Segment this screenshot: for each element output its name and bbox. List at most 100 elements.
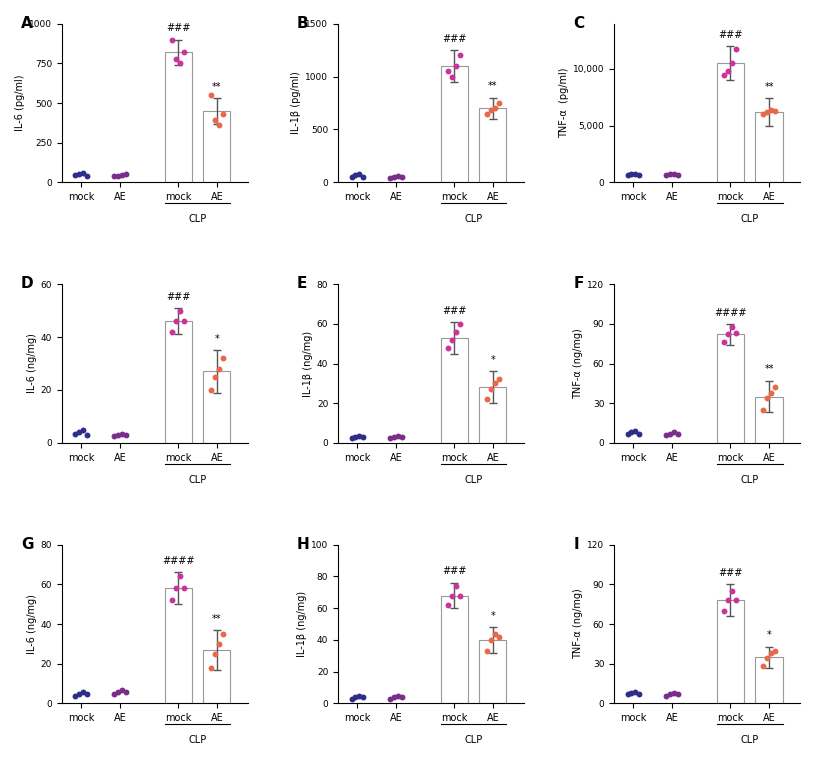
- Text: CLP: CLP: [465, 214, 482, 224]
- Text: CLP: CLP: [741, 214, 759, 224]
- Point: [73, 168, 86, 180]
- Point: [625, 427, 638, 439]
- Bar: [479, 640, 506, 703]
- Bar: [441, 595, 468, 703]
- Point: [442, 342, 455, 354]
- Point: [484, 105, 497, 117]
- Y-axis label: IL-1β (pg/ml): IL-1β (pg/ml): [291, 72, 301, 134]
- Point: [663, 688, 676, 700]
- Point: [672, 688, 685, 700]
- Point: [81, 687, 94, 700]
- Text: ###: ###: [442, 305, 466, 316]
- Point: [629, 168, 642, 180]
- Point: [395, 431, 408, 443]
- Bar: [165, 588, 192, 703]
- Point: [667, 427, 681, 439]
- Text: ###: ###: [718, 568, 742, 578]
- Bar: [165, 52, 192, 182]
- Point: [488, 377, 501, 389]
- Point: [718, 69, 731, 81]
- Point: [391, 690, 404, 702]
- Point: [663, 427, 676, 439]
- Point: [484, 634, 497, 646]
- Point: [660, 169, 673, 182]
- Point: [484, 383, 497, 395]
- Point: [667, 687, 681, 699]
- Y-axis label: IL-1β (ng/mg): IL-1β (ng/mg): [297, 591, 306, 657]
- Point: [395, 170, 408, 182]
- Text: C: C: [573, 16, 584, 31]
- Bar: [756, 112, 782, 182]
- Y-axis label: IL-6 (pg/ml): IL-6 (pg/ml): [15, 75, 25, 131]
- Point: [384, 172, 397, 184]
- Text: ####: ####: [714, 307, 747, 317]
- Point: [725, 320, 738, 333]
- Point: [667, 168, 681, 180]
- Point: [209, 371, 222, 383]
- Text: CLP: CLP: [465, 475, 482, 485]
- Point: [357, 431, 370, 443]
- Point: [170, 582, 183, 594]
- Text: H: H: [297, 537, 310, 552]
- Point: [205, 662, 218, 674]
- Point: [119, 169, 132, 181]
- Text: CLP: CLP: [188, 475, 207, 485]
- Y-axis label: TNF-α (ng/mg): TNF-α (ng/mg): [573, 589, 583, 659]
- Point: [108, 170, 121, 182]
- Bar: [756, 397, 782, 443]
- Point: [481, 108, 494, 120]
- Point: [492, 97, 505, 109]
- Point: [769, 645, 782, 657]
- Text: ####: ####: [162, 556, 194, 566]
- Point: [112, 429, 125, 441]
- Point: [69, 690, 82, 702]
- Bar: [756, 657, 782, 703]
- Text: *: *: [214, 334, 219, 344]
- Point: [384, 432, 397, 444]
- Point: [492, 373, 505, 385]
- Point: [660, 429, 673, 441]
- Point: [446, 333, 459, 346]
- Point: [209, 114, 222, 127]
- Point: [764, 104, 778, 116]
- Text: ###: ###: [718, 30, 742, 40]
- Point: [357, 691, 370, 703]
- Point: [729, 43, 742, 55]
- Point: [116, 169, 129, 181]
- Point: [632, 427, 645, 439]
- Point: [77, 423, 90, 436]
- Point: [216, 628, 229, 640]
- Bar: [716, 600, 744, 703]
- Y-axis label: TNF-α  (pg/ml): TNF-α (pg/ml): [558, 68, 569, 138]
- Point: [764, 647, 778, 659]
- Text: F: F: [573, 276, 584, 291]
- Text: A: A: [21, 16, 33, 31]
- Text: ###: ###: [442, 566, 466, 577]
- Point: [73, 427, 86, 439]
- Point: [660, 690, 673, 702]
- Point: [178, 46, 191, 58]
- Bar: [441, 338, 468, 443]
- Bar: [165, 321, 192, 443]
- Point: [388, 431, 401, 443]
- Point: [119, 429, 132, 441]
- Bar: [479, 388, 506, 443]
- Text: **: **: [764, 365, 773, 375]
- Point: [77, 685, 90, 697]
- Point: [116, 427, 129, 439]
- Point: [442, 65, 455, 77]
- Y-axis label: IL-6 (ng/mg): IL-6 (ng/mg): [27, 594, 37, 654]
- Point: [446, 70, 459, 82]
- Bar: [441, 66, 468, 182]
- Point: [349, 169, 362, 182]
- Point: [81, 170, 94, 182]
- Point: [629, 685, 642, 697]
- Point: [632, 688, 645, 700]
- Point: [756, 404, 769, 416]
- Point: [769, 105, 782, 117]
- Text: **: **: [212, 613, 222, 623]
- Point: [760, 106, 773, 118]
- Point: [453, 589, 466, 601]
- Point: [453, 50, 466, 62]
- Point: [760, 652, 773, 665]
